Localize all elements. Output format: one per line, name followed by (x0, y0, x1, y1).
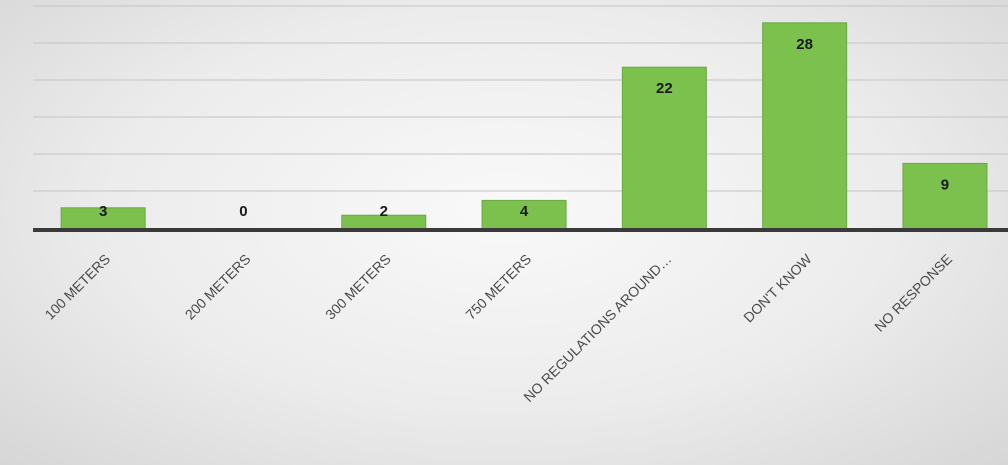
category-label: DON'T KNOW (740, 250, 815, 325)
bars (60, 22, 988, 231)
category-label: NO REGULATIONS AROUND… (520, 251, 674, 405)
category-labels: 100 METERS 200 METERS 300 METERS 750 METERS… (41, 250, 955, 405)
data-label: 3 (99, 203, 107, 220)
bar (902, 162, 988, 231)
data-labels: 3 0 2 4 22 28 9 (99, 36, 949, 220)
bar (481, 199, 567, 231)
data-label: 22 (656, 80, 673, 97)
data-label: 0 (239, 203, 247, 220)
category-label: 100 METERS (41, 251, 113, 323)
bar (762, 22, 848, 231)
data-label: 9 (941, 176, 949, 193)
gridlines (33, 5, 1008, 192)
category-label: 300 METERS (322, 251, 394, 323)
bar (621, 66, 707, 231)
category-label: 750 METERS (462, 251, 534, 323)
data-label: 28 (796, 36, 813, 53)
category-label: NO RESPONSE (871, 251, 955, 335)
data-label: 2 (380, 203, 388, 220)
data-label: 4 (520, 203, 529, 220)
category-label: 200 METERS (182, 251, 254, 323)
